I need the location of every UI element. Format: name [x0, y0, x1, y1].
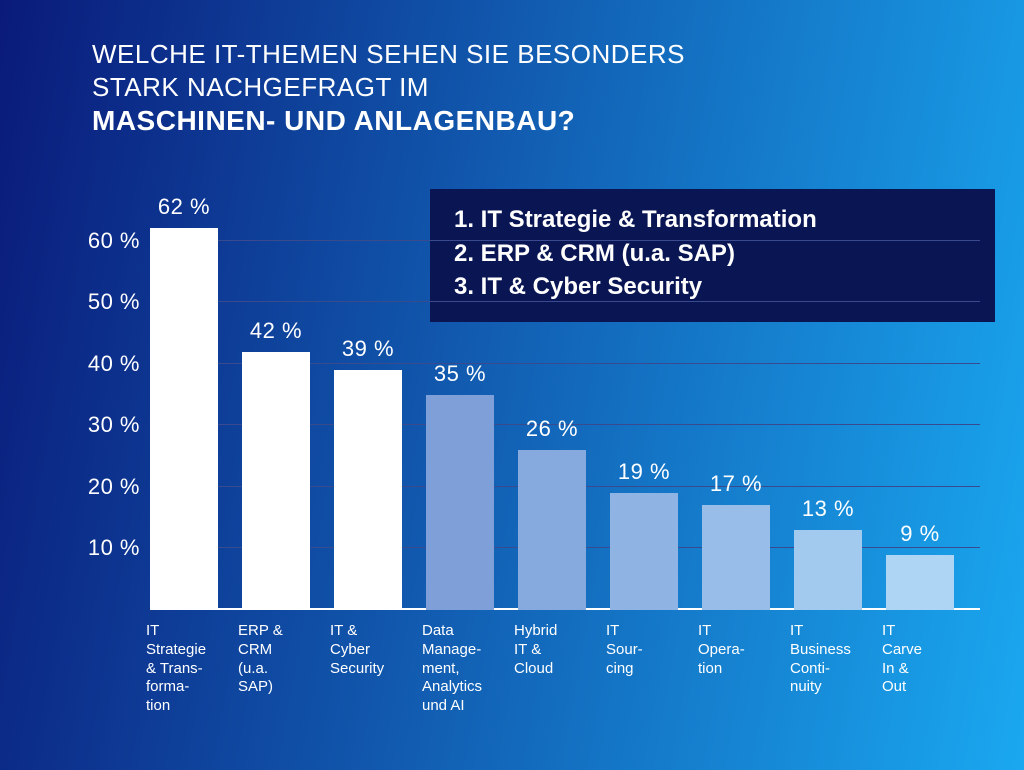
x-tick-label: ITCarveIn &Out	[882, 622, 964, 697]
x-tick-label: DataManage-ment,Analyticsund AI	[422, 622, 504, 716]
bar: 39 %	[334, 370, 402, 610]
bar-value-label: 19 %	[618, 459, 670, 485]
bar-value-label: 42 %	[250, 318, 302, 344]
bar-value-label: 39 %	[342, 336, 394, 362]
bar-value-label: 35 %	[434, 361, 486, 387]
bar-value-label: 9 %	[900, 521, 939, 547]
x-tick-label: ITStrategie& Trans-forma-tion	[146, 622, 228, 716]
x-tick-label: HybridIT &Cloud	[514, 622, 596, 678]
title-line-2: STARK NACHGEFRAGT IM	[92, 71, 685, 104]
bar-value-label: 62 %	[158, 194, 210, 220]
bar: 62 %	[150, 228, 218, 610]
y-tick-label: 30 %	[70, 412, 140, 438]
x-tick-label: ITBusinessConti-nuity	[790, 622, 872, 697]
bar: 13 %	[794, 530, 862, 610]
y-tick-label: 60 %	[70, 228, 140, 254]
bar: 35 %	[426, 395, 494, 610]
bar: 19 %	[610, 493, 678, 610]
bar: 42 %	[242, 352, 310, 610]
y-tick-label: 50 %	[70, 289, 140, 315]
gridline	[150, 240, 980, 241]
bar: 9 %	[886, 555, 954, 610]
y-tick-label: 10 %	[70, 535, 140, 561]
bar-chart: 62 % 42 % 39 % 35 % 26 % 19 % 17 % 13 % 9 % 10 %…	[70, 210, 990, 610]
bar: 26 %	[518, 450, 586, 610]
bar-value-label: 26 %	[526, 416, 578, 442]
title-line-3: MASCHINEN- UND ANLAGENBAU?	[92, 103, 685, 138]
gridline	[150, 301, 980, 302]
plot-area: 62 % 42 % 39 % 35 % 26 % 19 % 17 % 13 % 9 %	[150, 210, 980, 610]
title-line-1: WELCHE IT-THEMEN SEHEN SIE BESONDERS	[92, 38, 685, 71]
x-tick-label: ERP &CRM(u.a.SAP)	[238, 622, 320, 697]
bar-value-label: 13 %	[802, 496, 854, 522]
y-tick-label: 40 %	[70, 351, 140, 377]
x-tick-label: ITSour-cing	[606, 622, 688, 678]
bar-value-label: 17 %	[710, 471, 762, 497]
y-tick-label: 20 %	[70, 474, 140, 500]
x-tick-label: ITOpera-tion	[698, 622, 780, 678]
chart-title: WELCHE IT-THEMEN SEHEN SIE BESONDERS STA…	[92, 38, 685, 138]
x-tick-label: IT &CyberSecurity	[330, 622, 412, 678]
bar: 17 %	[702, 505, 770, 610]
